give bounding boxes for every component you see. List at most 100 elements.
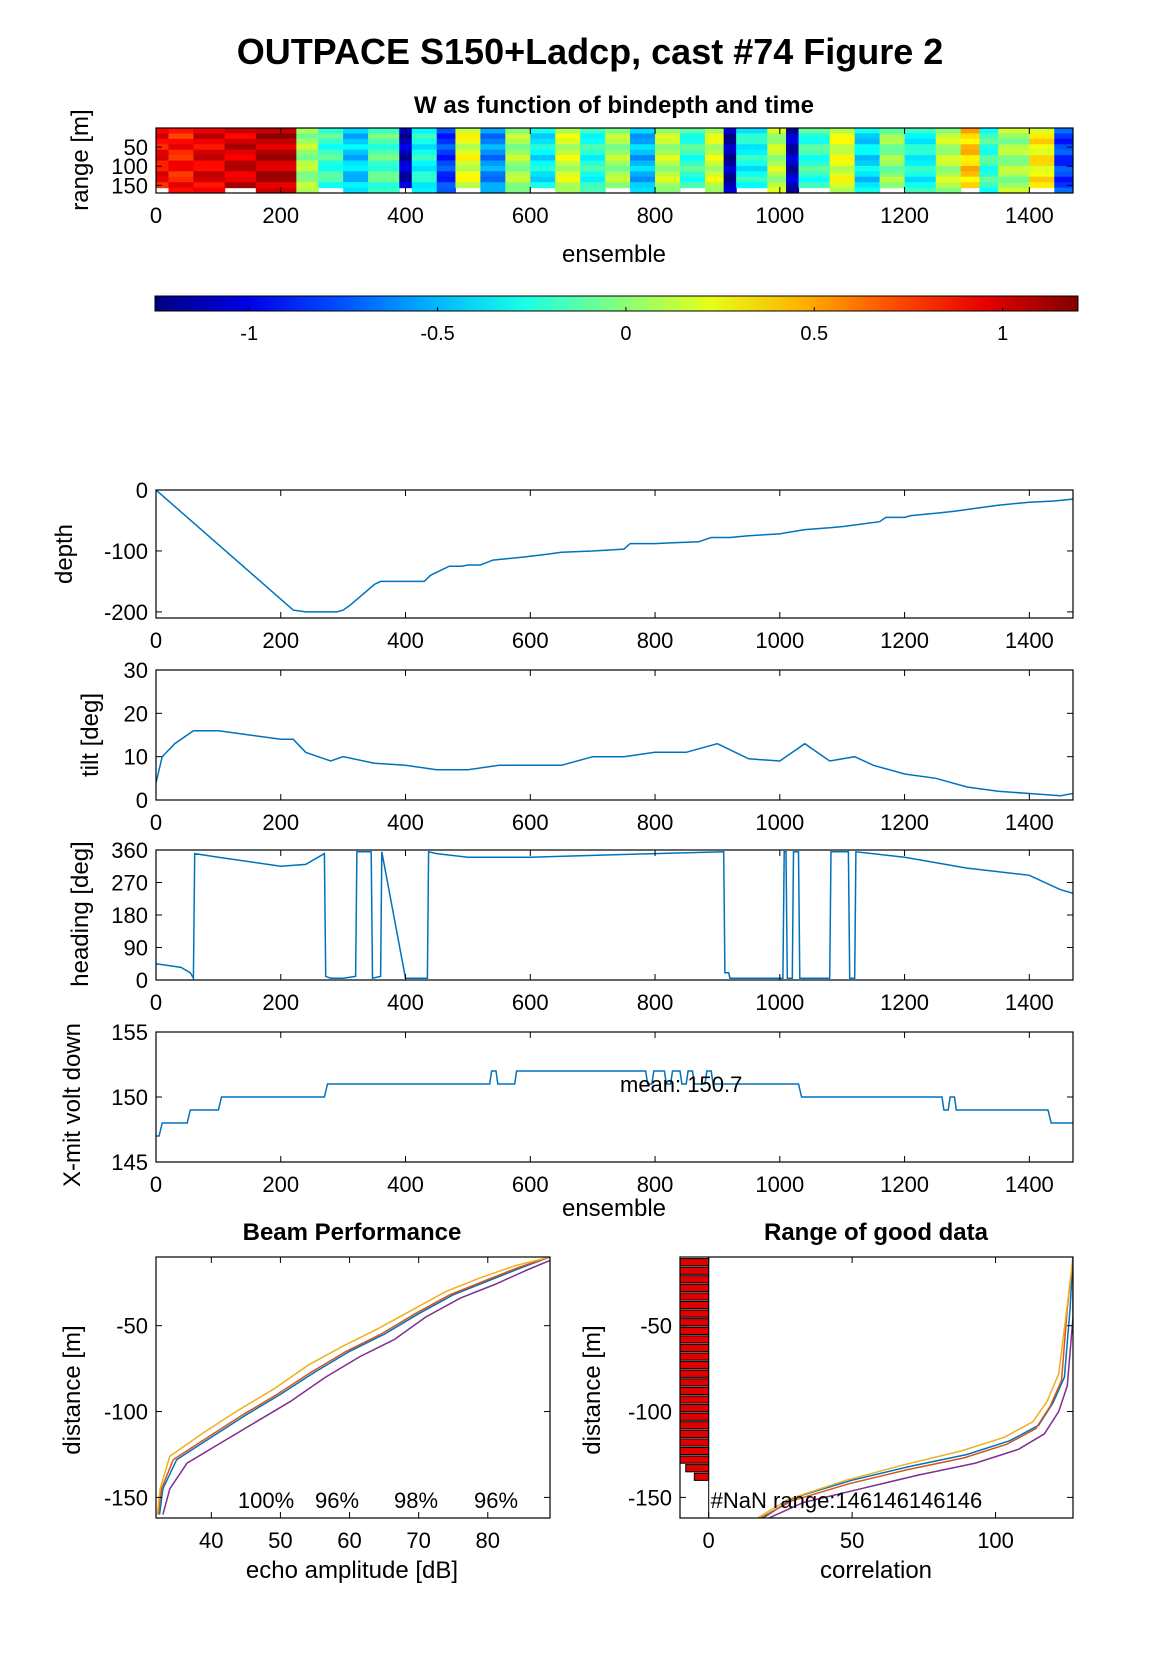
heatmap-cell bbox=[318, 128, 344, 135]
w-chart-title: W as function of bindepth and time bbox=[414, 92, 814, 119]
range-panel: 0 50 100 -50 -100 -150 Range of good data corre… bbox=[579, 1219, 1074, 1584]
heatmap-cell bbox=[193, 133, 226, 140]
heatmap-cell bbox=[156, 144, 170, 151]
heatmap-cell bbox=[680, 149, 706, 156]
range-bar bbox=[680, 1352, 710, 1361]
heatmap-cell bbox=[368, 144, 400, 151]
figure-title: OUTPACE S150+Ladcp, cast #74 Figure 2 bbox=[237, 31, 944, 72]
heatmap-cell bbox=[1054, 171, 1073, 178]
heatmap-cell bbox=[786, 128, 800, 135]
heatmap-cell bbox=[979, 133, 999, 140]
depth-y-tick-label: -100 bbox=[104, 539, 148, 564]
heatmap-cell bbox=[455, 171, 481, 178]
depth-panel: 0 200 400 600 800 1000 1200 1400 0 -100 -200 bbox=[104, 478, 1074, 653]
heatmap-cell bbox=[224, 149, 257, 156]
heatmap-cell bbox=[605, 128, 631, 135]
heatmap-cell bbox=[904, 144, 937, 151]
heading-y-tick-label: 180 bbox=[111, 903, 148, 928]
heatmap-cell bbox=[704, 182, 725, 189]
heatmap-cell bbox=[411, 176, 438, 183]
heatmap-cell bbox=[960, 149, 981, 156]
heatmap-cell bbox=[399, 133, 413, 140]
heatmap-cell bbox=[723, 133, 737, 140]
heatmap-cell bbox=[767, 149, 787, 156]
tilt-x-tick-label: 0 bbox=[150, 810, 162, 835]
heatmap-cell bbox=[854, 138, 881, 145]
heatmap-cell bbox=[224, 128, 257, 135]
heatmap-cell bbox=[411, 144, 438, 151]
heatmap-cell bbox=[411, 138, 438, 145]
heatmap-cell bbox=[605, 138, 631, 145]
heatmap-cell bbox=[829, 171, 856, 178]
heatmap-cell bbox=[296, 149, 319, 156]
heatmap-cell bbox=[680, 138, 706, 145]
heading-y-axis-label: heading [deg] bbox=[67, 841, 94, 986]
heatmap-cell bbox=[318, 160, 344, 167]
heatmap-cell bbox=[630, 155, 656, 162]
voltage-y-tick-label: 155 bbox=[111, 1020, 148, 1045]
heatmap-cell bbox=[655, 144, 681, 151]
heatmap-cell bbox=[998, 133, 1030, 140]
heatmap-cell bbox=[555, 187, 581, 193]
heatmap-cell bbox=[630, 133, 656, 140]
range-bar bbox=[680, 1283, 710, 1293]
range-bar bbox=[680, 1395, 710, 1404]
heatmap-cell bbox=[368, 133, 400, 140]
tilt-y-axis-label: tilt [deg] bbox=[77, 693, 104, 777]
heading-x-tick-label: 600 bbox=[512, 990, 549, 1015]
heatmap-cell bbox=[704, 176, 725, 183]
heatmap-cell bbox=[436, 128, 457, 135]
tilt-y-tick-label: 0 bbox=[136, 788, 148, 813]
heatmap-cell bbox=[343, 149, 369, 156]
tilt-x-tick-label: 1200 bbox=[880, 810, 929, 835]
heatmap-cell bbox=[580, 160, 606, 167]
voltage-x-tick-label: 200 bbox=[262, 1172, 299, 1197]
heatmap-cell bbox=[655, 165, 681, 172]
heatmap-cell bbox=[436, 149, 457, 156]
heatmap-cell bbox=[798, 176, 831, 183]
heatmap-cell bbox=[318, 138, 344, 145]
heatmap-cell bbox=[480, 165, 506, 172]
heatmap-cell bbox=[1029, 133, 1055, 140]
heatmap-cell bbox=[854, 149, 881, 156]
heatmap-cell bbox=[704, 128, 725, 135]
heatmap-cell bbox=[480, 138, 506, 145]
heatmap-cell bbox=[555, 165, 581, 172]
heatmap-cell bbox=[530, 144, 556, 151]
tilt-x-tick-label: 600 bbox=[512, 810, 549, 835]
heatmap-cell bbox=[411, 128, 438, 135]
heatmap-cell bbox=[767, 165, 787, 172]
beam-y-axis-label: distance [m] bbox=[59, 1325, 86, 1454]
heatmap-cell bbox=[680, 171, 706, 178]
heatmap-cell bbox=[798, 165, 831, 172]
heatmap-cell bbox=[436, 187, 457, 193]
heatmap-cell bbox=[879, 149, 906, 156]
heatmap-cell bbox=[979, 160, 999, 167]
heatmap-cell bbox=[998, 187, 1030, 193]
heatmap-cell bbox=[318, 144, 344, 151]
colorbar: -1 -0.5 0 0.5 1 bbox=[154, 295, 1079, 345]
heatmap-cell bbox=[829, 160, 856, 167]
heatmap-cell bbox=[193, 165, 226, 172]
heatmap-cell bbox=[480, 133, 506, 140]
heatmap-cell bbox=[411, 165, 438, 172]
heatmap-cell bbox=[736, 171, 768, 178]
heatmap-cell bbox=[411, 182, 438, 189]
heatmap-cell bbox=[455, 160, 481, 167]
heatmap-cell bbox=[704, 155, 725, 162]
heatmap-cell bbox=[854, 144, 881, 151]
heatmap-cell bbox=[455, 138, 481, 145]
heatmap-cell bbox=[723, 155, 737, 162]
heatmap-cell bbox=[829, 187, 856, 193]
heatmap-cell bbox=[979, 176, 999, 183]
heatmap-cell bbox=[580, 128, 606, 135]
heatmap-cell bbox=[630, 149, 656, 156]
heatmap-cell bbox=[630, 128, 656, 135]
heatmap-cell bbox=[505, 187, 531, 193]
heatmap-cell bbox=[530, 176, 556, 183]
heatmap-cell bbox=[960, 176, 981, 183]
w-y-tick-label: 150 bbox=[111, 173, 148, 198]
range-series-line bbox=[759, 1257, 1073, 1518]
heatmap-cell bbox=[960, 165, 981, 172]
heatmap-cell bbox=[580, 176, 606, 183]
